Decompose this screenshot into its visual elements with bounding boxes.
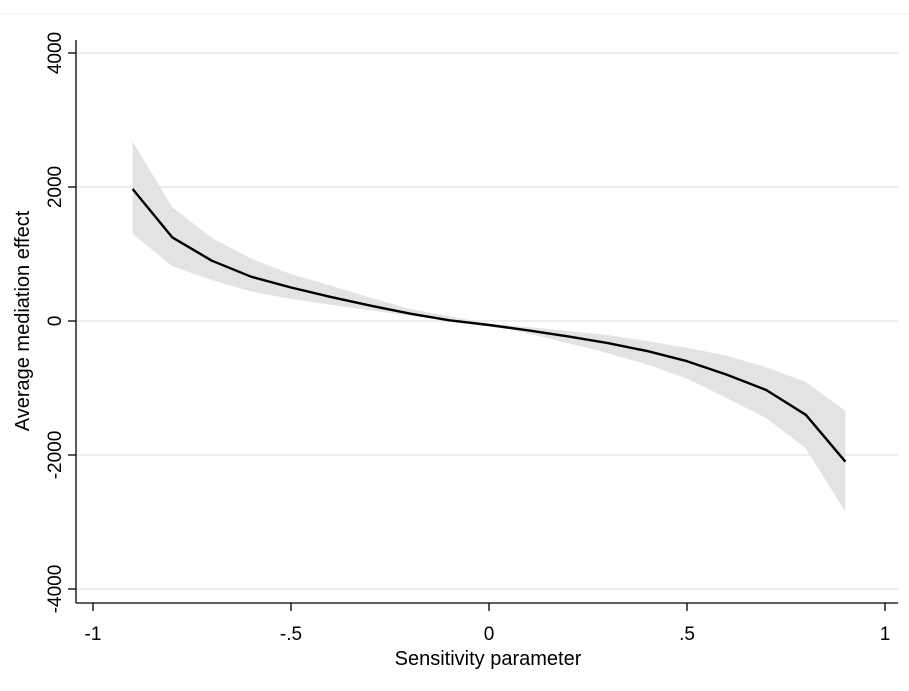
y-tick-label-4: 4000 (45, 32, 66, 74)
y-tick-label-0: -4000 (45, 565, 66, 614)
y-tick-label-3: 2000 (45, 166, 66, 208)
x-tick-label-0: -1 (85, 624, 102, 645)
x-tick-label-4: 1 (880, 624, 891, 645)
x-axis-ticks: -1 -.5 0 .5 1 (85, 603, 891, 645)
x-tick-label-3: .5 (679, 624, 695, 645)
confidence-band (132, 141, 846, 512)
estimate-line (131, 188, 847, 463)
y-tick-label-1: -2000 (45, 431, 66, 480)
x-axis-title: Sensitivity parameter (395, 648, 582, 670)
gridlines (76, 52, 898, 590)
y-tick-label-2: 0 (45, 316, 66, 327)
y-axis-ticks: -4000 -2000 0 2000 4000 (45, 32, 76, 613)
x-tick-label-2: 0 (484, 624, 495, 645)
x-tick-label-1: -.5 (280, 624, 302, 645)
y-axis-title: Average mediation effect (12, 210, 34, 431)
